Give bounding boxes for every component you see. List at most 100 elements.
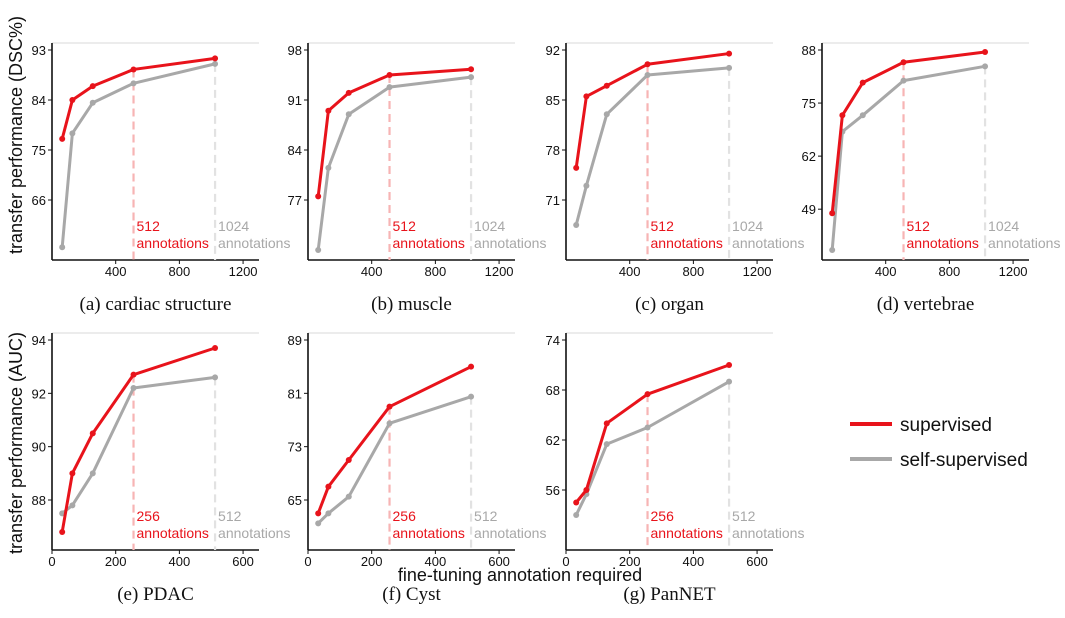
series-line-self-supervised <box>317 395 472 525</box>
y-tick-label: 68 <box>546 383 560 398</box>
annotation-count-label: 256 <box>137 508 161 524</box>
y-tick-label: 56 <box>546 483 560 498</box>
y-tick-label: 66 <box>32 193 46 208</box>
data-point-self-supervised <box>900 77 907 84</box>
y-tick-label: 92 <box>546 43 560 58</box>
data-point-self-supervised <box>315 247 322 253</box>
data-point-supervised <box>69 97 76 103</box>
y-tick-label: 84 <box>32 93 46 108</box>
y-tick-label: 62 <box>546 433 560 448</box>
y-tick-label: 77 <box>288 193 302 208</box>
annotation-count-label: 1024 <box>218 218 249 234</box>
panel-caption: (g) PanNET <box>623 584 716 605</box>
x-tick-label: 600 <box>232 554 254 569</box>
data-point-supervised <box>573 499 580 506</box>
y-tick-label: 88 <box>802 43 816 58</box>
data-point-supervised <box>130 66 137 73</box>
y-tick-label: 90 <box>32 440 46 455</box>
data-point-supervised <box>583 487 590 493</box>
annotation-count-label: 256 <box>651 508 675 524</box>
x-tick-label: 400 <box>683 554 705 569</box>
data-point-supervised <box>212 345 219 351</box>
data-point-supervised <box>345 89 352 96</box>
data-point-self-supervised <box>386 420 393 427</box>
data-point-supervised <box>345 457 352 463</box>
y-tick-label: 94 <box>32 333 46 348</box>
y-tick-label: 85 <box>546 93 560 108</box>
y-tick-label: 65 <box>288 493 302 508</box>
data-point-self-supervised <box>325 164 332 171</box>
data-point-self-supervised <box>89 99 96 106</box>
data-point-supervised <box>89 83 96 90</box>
annotation-count-label: 512 <box>732 508 756 524</box>
y-tick-label: 88 <box>32 493 46 508</box>
y-axis-label-dsc: transfer performance (DSC%) <box>6 16 26 254</box>
y-tick-label: 93 <box>32 43 46 58</box>
data-point-supervised <box>130 371 137 378</box>
data-point-supervised <box>315 510 322 517</box>
data-point-supervised <box>603 420 610 427</box>
y-tick-label: 89 <box>288 333 302 348</box>
data-point-supervised <box>583 93 590 100</box>
series-line-supervised <box>575 363 730 504</box>
series-line-supervised <box>316 365 472 514</box>
data-point-self-supervised <box>644 72 651 78</box>
annotation-count-label: 512 <box>651 218 675 234</box>
y-tick-label: 62 <box>802 149 816 164</box>
data-point-self-supervised <box>89 470 96 477</box>
panel-caption: (d) vertebrae <box>877 294 975 315</box>
x-tick-label: 800 <box>939 264 961 279</box>
data-point-self-supervised <box>468 393 475 400</box>
series-line-supervised <box>830 50 986 214</box>
x-tick-label: 400 <box>619 264 641 279</box>
y-tick-label: 78 <box>546 143 560 158</box>
data-point-supervised <box>982 49 989 56</box>
data-point-self-supervised <box>726 378 733 385</box>
data-point-self-supervised <box>325 510 332 517</box>
data-point-supervised <box>859 79 866 86</box>
x-tick-label: 600 <box>488 554 510 569</box>
data-point-self-supervised <box>345 493 352 500</box>
data-point-supervised <box>900 59 907 66</box>
data-point-supervised <box>325 107 332 114</box>
data-point-self-supervised <box>583 182 590 189</box>
x-tick-label: 0 <box>562 554 569 569</box>
annotation-count-label: 1024 <box>732 218 763 234</box>
y-tick-label: 73 <box>288 440 302 455</box>
data-point-supervised <box>603 82 610 89</box>
y-tick-label: 84 <box>288 143 302 158</box>
annotation-word-label: annotations <box>137 525 209 541</box>
y-tick-label: 74 <box>546 333 560 348</box>
x-tick-label: 1200 <box>485 264 514 279</box>
data-point-supervised <box>59 135 66 142</box>
y-tick-label: 71 <box>546 193 560 208</box>
annotation-count-label: 512 <box>393 218 417 234</box>
y-tick-label: 75 <box>32 143 46 158</box>
annotation-word-label: annotations <box>732 235 804 251</box>
data-point-supervised <box>644 391 651 398</box>
legend: supervised self-supervised <box>850 415 1028 471</box>
x-tick-label: 0 <box>304 554 311 569</box>
data-point-supervised <box>468 66 475 73</box>
data-point-self-supervised <box>345 111 352 118</box>
x-tick-label: 1200 <box>229 264 258 279</box>
data-point-supervised <box>839 112 846 119</box>
annotation-word-label: annotations <box>474 235 546 251</box>
data-point-self-supervised <box>130 385 137 391</box>
annotation-count-label: 512 <box>474 508 498 524</box>
annotation-count-label: 1024 <box>988 218 1019 234</box>
data-point-supervised <box>325 483 332 490</box>
y-tick-label: 81 <box>288 386 302 401</box>
annotation-word-label: annotations <box>393 525 465 541</box>
data-point-self-supervised <box>982 63 989 70</box>
data-point-supervised <box>386 403 393 410</box>
y-tick-label: 91 <box>288 93 302 108</box>
annotation-count-label: 1024 <box>474 218 505 234</box>
y-tick-label: 49 <box>802 202 816 217</box>
data-point-self-supervised <box>69 130 76 137</box>
